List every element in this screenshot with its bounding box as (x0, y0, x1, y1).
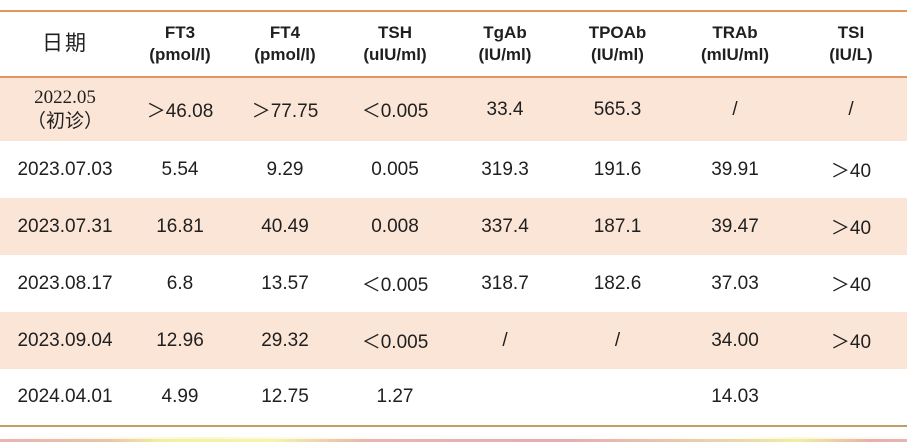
ft4-cell: 29.32 (230, 312, 340, 369)
tsi-cell (795, 369, 907, 426)
tsh-cell: 0.005 (371, 158, 419, 180)
trab-cell: 14.03 (711, 386, 759, 407)
bottom-accent-glow (0, 437, 907, 439)
table-row: 2023.08.17 6.8 13.57 ＜0.005 318.7 182.6 … (0, 255, 907, 312)
tpoab-cell: 187.1 (560, 198, 675, 255)
ft3-cell: 16.81 (130, 198, 230, 255)
ft3-cell: 5.54 (161, 158, 199, 180)
tsh-cell: ＜0.005 (340, 312, 450, 369)
tsi-cell: ＞40 (795, 198, 907, 255)
date-cell: 2023.09.04 (0, 312, 130, 369)
tpoab-cell: 191.6 (593, 158, 642, 180)
header-row: 日期 FT3 (pmol/l) FT4 (pmol/l) TSH (uIU/ml… (0, 11, 907, 78)
date-cell: 2023.07.03 (17, 158, 113, 180)
table-row: 2023.07.03 5.54 9.29 0.005 319.3 191.6 3… (0, 141, 907, 198)
table-body: 2022.05 （初诊） ＞46.08 ＞77.75 ＜0.005 33.4 5… (0, 77, 907, 426)
table-row: 2022.05 （初诊） ＞46.08 ＞77.75 ＜0.005 33.4 5… (0, 77, 907, 141)
tsh-cell: ＜0.005 (340, 77, 450, 141)
header-tpoab: TPOAb (IU/ml) (560, 11, 675, 78)
bottom-accent-strip (0, 439, 907, 442)
tpoab-cell (560, 369, 675, 426)
ft4-cell: ＞77.75 (230, 77, 340, 141)
ft3-cell: 12.96 (130, 312, 230, 369)
tsh-cell: 1.27 (376, 386, 414, 407)
header-ft4: FT4 (pmol/l) (230, 11, 340, 78)
tsi-cell: ＞40 (830, 275, 872, 296)
ft4-cell: 12.75 (261, 386, 309, 407)
header-tsh: TSH (uIU/ml) (340, 11, 450, 78)
ft4-cell: 9.29 (266, 158, 304, 180)
date-cell: 2023.08.17 (17, 272, 113, 294)
ft4-cell: 40.49 (230, 198, 340, 255)
tgab-cell: / (450, 312, 560, 369)
table-row: 2023.09.04 12.96 29.32 ＜0.005 / / 34.00 … (0, 312, 907, 369)
header-ft3: FT3 (pmol/l) (130, 11, 230, 78)
tsh-cell: ＜0.005 (361, 275, 429, 296)
tsh-cell: 0.008 (340, 198, 450, 255)
date-cell: 2022.05 （初诊） (0, 77, 130, 141)
trab-cell: 37.03 (711, 272, 759, 294)
header-tgab: TgAb (IU/ml) (450, 11, 560, 78)
header-trab: TRAb (mIU/ml) (675, 11, 795, 78)
trab-cell: 39.91 (711, 158, 759, 180)
header-date: 日期 (0, 11, 130, 78)
table-row: 2023.07.31 16.81 40.49 0.008 337.4 187.1… (0, 198, 907, 255)
tgab-cell (450, 369, 560, 426)
tsi-cell: ＞40 (830, 161, 872, 182)
tpoab-cell: / (560, 312, 675, 369)
header-tsi: TSI (IU/L) (795, 11, 907, 78)
table-row: 2024.04.01 4.99 12.75 1.27 14.03 (0, 369, 907, 426)
ft4-cell: 13.57 (261, 272, 309, 294)
tsi-cell: ＞40 (795, 312, 907, 369)
tsi-cell: / (795, 77, 907, 141)
table-header: 日期 FT3 (pmol/l) FT4 (pmol/l) TSH (uIU/ml… (0, 11, 907, 78)
tgab-cell: 319.3 (481, 158, 529, 180)
ft3-cell: 4.99 (161, 386, 199, 407)
trab-cell: / (675, 77, 795, 141)
ft3-cell: ＞46.08 (130, 77, 230, 141)
date-cell: 2023.07.31 (0, 198, 130, 255)
tpoab-cell: 182.6 (593, 272, 642, 294)
ft3-cell: 6.8 (166, 272, 194, 294)
trab-cell: 39.47 (675, 198, 795, 255)
lab-results-table: 日期 FT3 (pmol/l) FT4 (pmol/l) TSH (uIU/ml… (0, 10, 907, 427)
trab-cell: 34.00 (675, 312, 795, 369)
tpoab-cell: 565.3 (560, 77, 675, 141)
tgab-cell: 318.7 (481, 272, 529, 294)
header-date-label: 日期 (42, 31, 88, 56)
date-cell: 2024.04.01 (17, 386, 113, 408)
tgab-cell: 33.4 (450, 77, 560, 141)
tgab-cell: 337.4 (450, 198, 560, 255)
